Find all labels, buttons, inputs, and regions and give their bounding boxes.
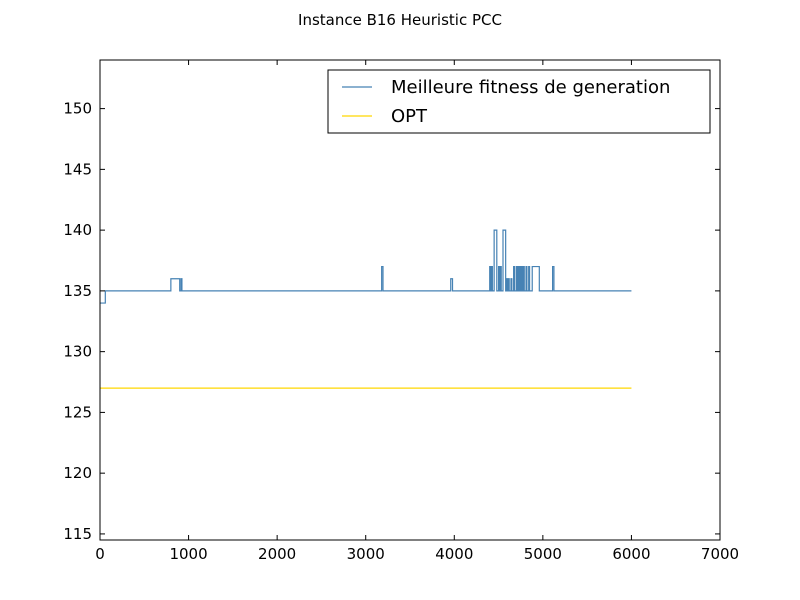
- axis-ticks: 0 1000 2000 3000 4000 5000 6000 7000 115 120 125 13…: [63, 60, 739, 563]
- x-tick-label: 3000: [347, 545, 385, 563]
- legend-box: [327, 69, 711, 134]
- x-tick-label: 5000: [524, 545, 562, 563]
- x-tick-label: 1000: [169, 545, 207, 563]
- x-tick-label: 4000: [435, 545, 473, 563]
- series-line-0: [100, 229, 632, 304]
- plot-frame: [99, 59, 721, 541]
- y-tick-label: 135: [63, 282, 92, 300]
- plot-lines: [100, 229, 632, 389]
- y-tick-label: 145: [63, 160, 92, 178]
- legend-label-0: Meilleure fitness de generation: [391, 77, 670, 98]
- y-tick-label: 150: [63, 100, 92, 118]
- x-tick-label: 7000: [701, 545, 739, 563]
- y-tick-label: 130: [63, 343, 92, 361]
- y-tick-label: 125: [63, 403, 92, 421]
- legend-label-1: OPT: [391, 106, 428, 127]
- x-tick-label: 0: [95, 545, 105, 563]
- y-tick-label: 140: [63, 221, 92, 239]
- y-tick-label: 120: [63, 464, 92, 482]
- chart-title: Instance B16 Heuristic PCC: [298, 11, 502, 29]
- legend: Meilleure fitness de generation OPT: [327, 69, 711, 134]
- x-tick-label: 2000: [258, 545, 296, 563]
- y-tick-label: 115: [63, 525, 92, 543]
- x-tick-label: 6000: [612, 545, 650, 563]
